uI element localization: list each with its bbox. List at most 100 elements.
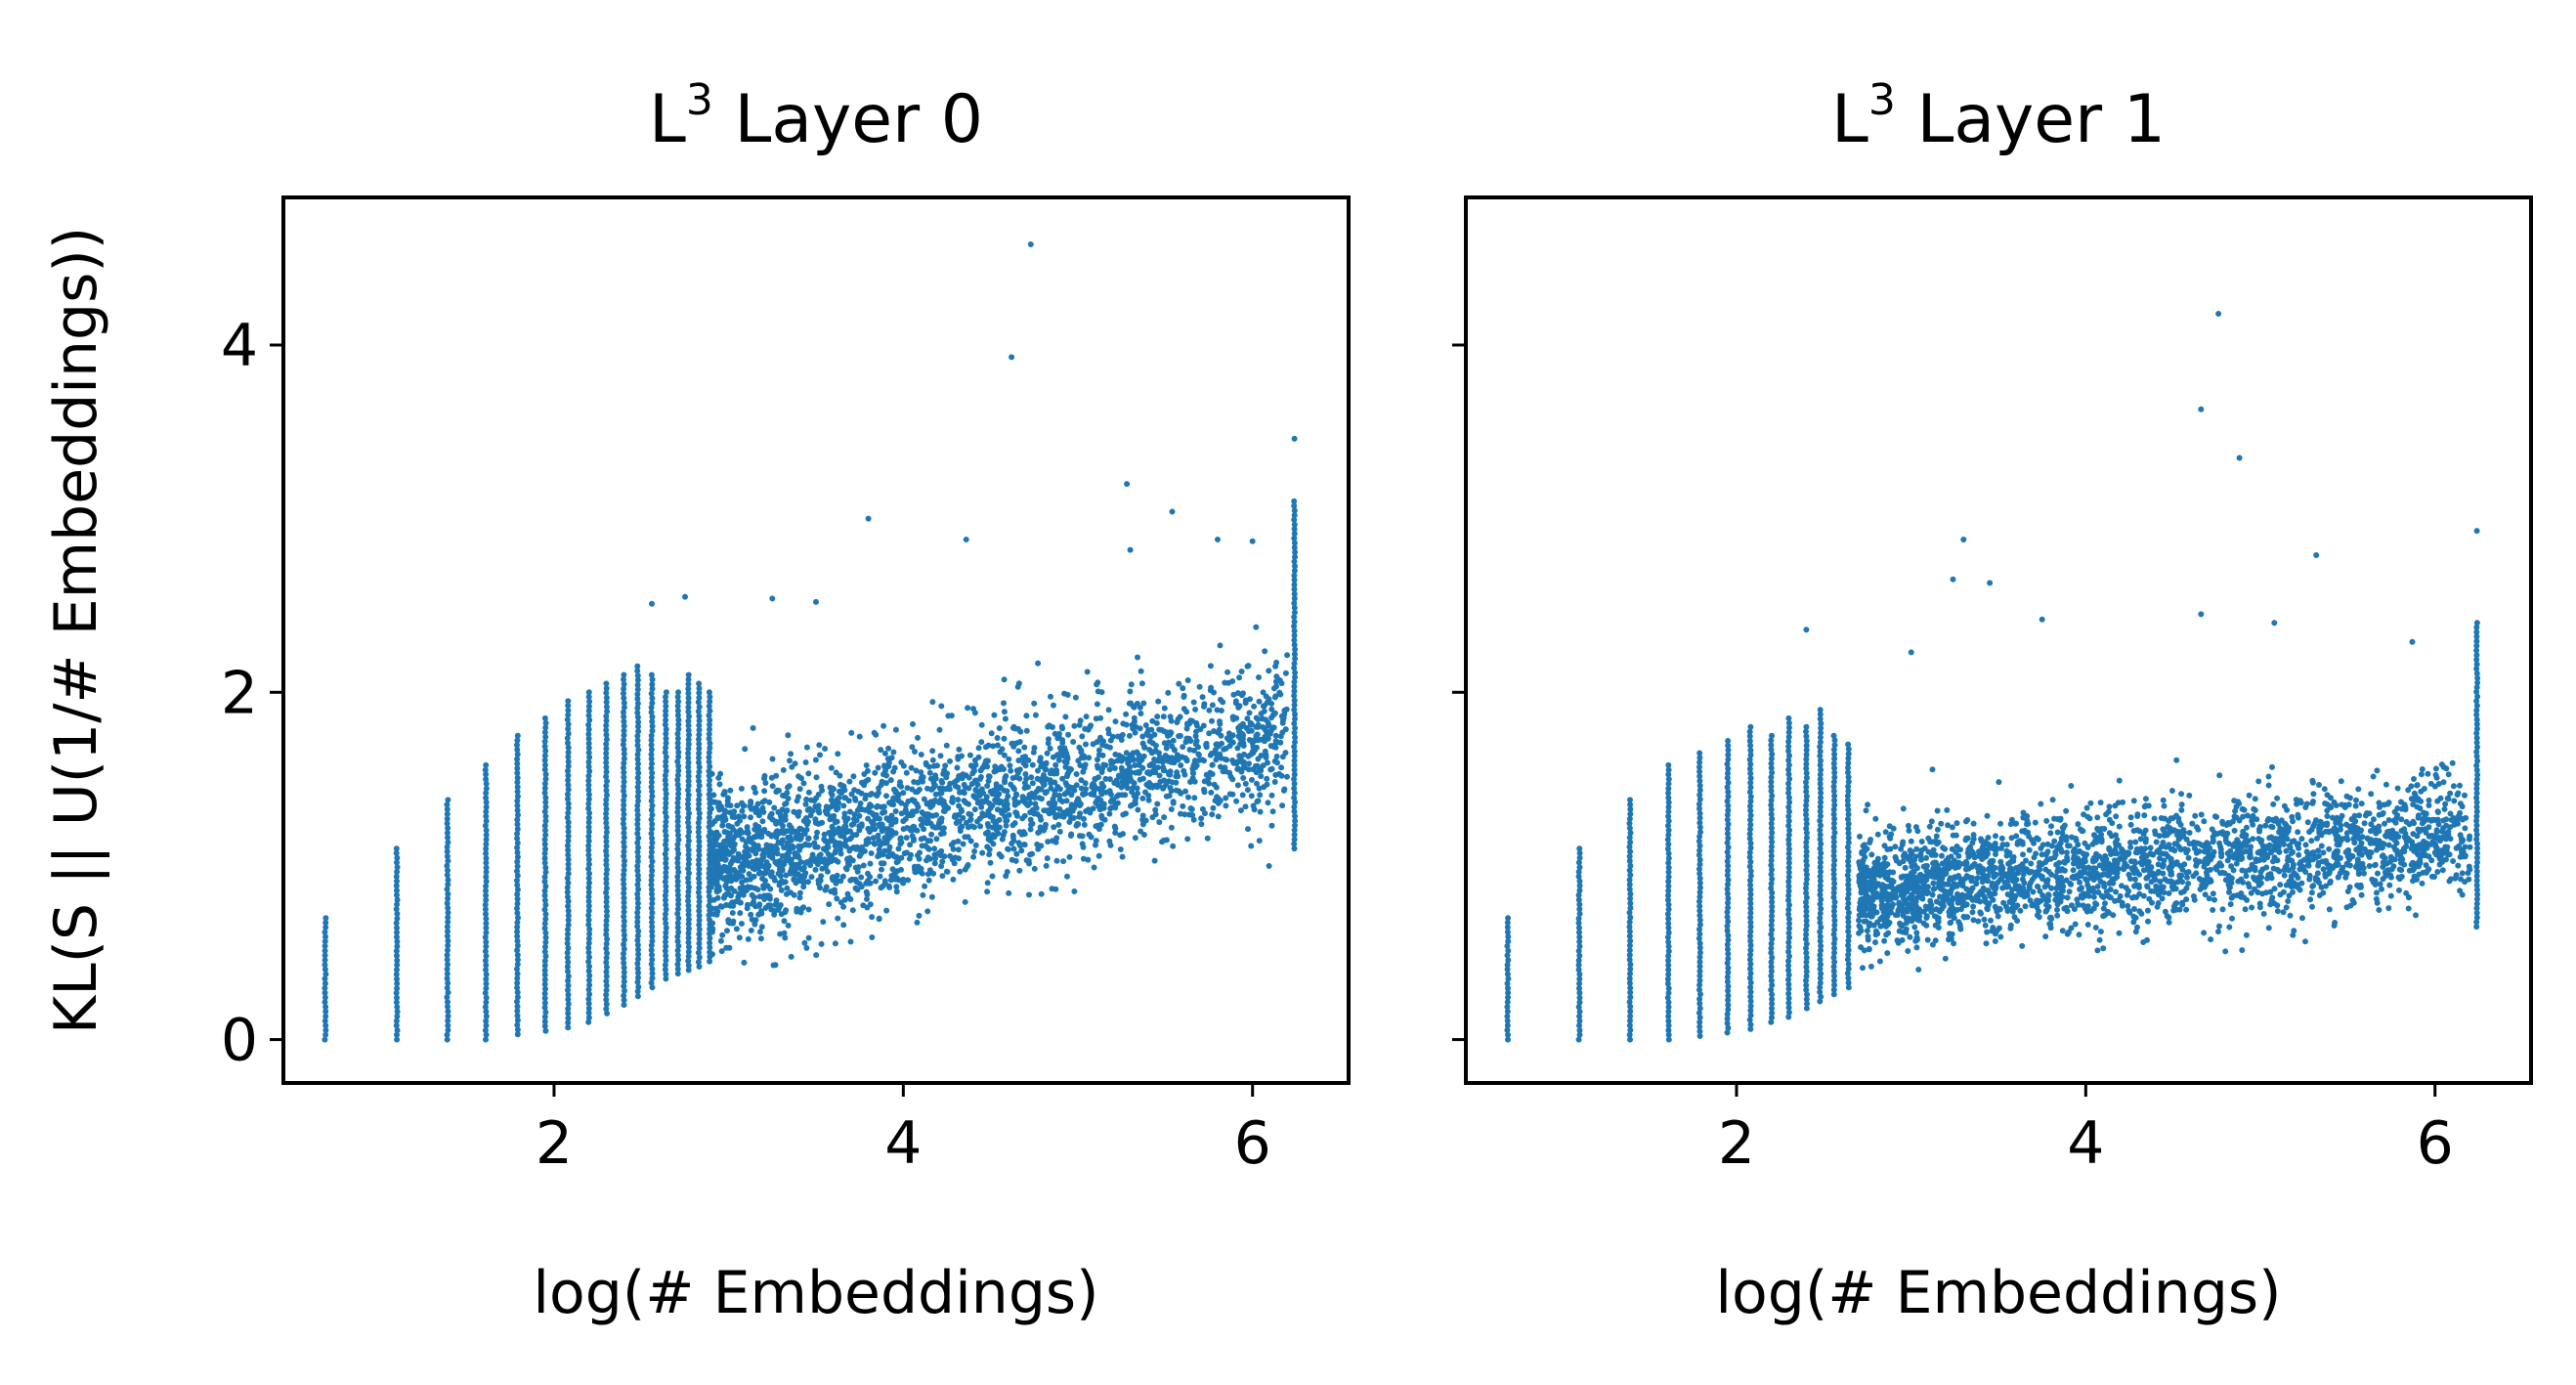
scatter-point: [1098, 689, 1105, 696]
scatter-point: [696, 954, 703, 961]
scatter-point: [1051, 824, 1057, 831]
scatter-point: [804, 806, 811, 813]
scatter-point: [1062, 714, 1069, 720]
scatter-point: [1055, 730, 1062, 737]
scatter-point: [968, 823, 975, 830]
scatter-point: [1151, 757, 1158, 763]
scatter-point: [1023, 727, 1030, 734]
scatter-point: [635, 770, 642, 777]
scatter-point: [2053, 906, 2060, 913]
scatter-point: [1242, 780, 1249, 787]
scatter-point: [1768, 774, 1775, 781]
scatter-point: [800, 780, 807, 787]
scatter-point: [1060, 858, 1067, 865]
scatter-point: [1045, 723, 1052, 730]
scatter-point: [1169, 743, 1176, 750]
scatter-point: [882, 767, 889, 774]
scatter-point: [942, 762, 949, 769]
scatter-point: [1831, 830, 1838, 837]
scatter-point: [685, 902, 692, 909]
scatter-point: [1028, 774, 1035, 781]
scatter-point: [565, 730, 572, 737]
scatter-point: [726, 944, 733, 951]
scatter-point: [1165, 689, 1172, 696]
scatter-point: [1167, 714, 1174, 720]
scatter-point: [663, 694, 669, 701]
scatter-point: [445, 979, 451, 986]
scatter-point: [542, 719, 549, 726]
scatter-point: [1005, 845, 1011, 852]
scatter-point: [1209, 761, 1216, 768]
scatter-point: [854, 887, 861, 893]
scatter-point: [1803, 899, 1810, 906]
scatter-point: [1725, 738, 1732, 745]
scatter-point: [870, 820, 877, 827]
scatter-point: [634, 672, 641, 679]
scatter-point: [1145, 792, 1152, 799]
scatter-point: [1063, 773, 1070, 780]
scatter-point: [483, 800, 490, 806]
scatter-point: [727, 787, 734, 794]
scatter-point: [826, 901, 833, 908]
scatter-point: [585, 833, 592, 840]
scatter-point: [686, 829, 693, 836]
scatter-point: [956, 746, 963, 753]
scatter-point: [883, 772, 890, 779]
scatter-point: [663, 832, 669, 839]
scatter-point: [1154, 784, 1161, 791]
scatter-point: [801, 939, 808, 946]
scatter-point: [1155, 698, 1162, 705]
scatter-point: [805, 770, 812, 777]
scatter-point: [916, 855, 923, 862]
scatter-point: [825, 844, 832, 850]
scatter-point: [932, 791, 939, 798]
scatter-point: [1576, 878, 1583, 885]
scatter-point: [1696, 926, 1703, 932]
scatter-point: [985, 829, 992, 836]
scatter-point: [907, 842, 914, 848]
scatter-point: [1291, 572, 1298, 579]
scatter-point: [1505, 957, 1512, 964]
scatter-point: [898, 759, 905, 766]
scatter-point: [956, 773, 963, 780]
scatter-point: [783, 872, 790, 879]
scatter-point: [1136, 769, 1142, 776]
scatter-point: [1168, 806, 1175, 813]
scatter-point: [927, 838, 934, 844]
scatter-point: [864, 895, 871, 902]
scatter-point: [1725, 853, 1732, 860]
scatter-point: [663, 869, 669, 876]
scatter-point: [786, 843, 793, 849]
scatter-point: [483, 953, 490, 960]
scatter-point: [1079, 833, 1086, 840]
scatter-point: [685, 875, 692, 882]
scatter-point: [1066, 853, 1073, 860]
scatter-point: [542, 771, 549, 778]
scatter-point: [863, 888, 870, 895]
scatter-point: [714, 814, 721, 821]
scatter-point: [924, 844, 931, 851]
scatter-point: [1818, 896, 1825, 903]
scatter-point: [1152, 742, 1159, 749]
scatter-point: [732, 855, 739, 862]
scatter-point: [869, 934, 876, 941]
scatter-point: [1209, 750, 1216, 757]
scatter-point: [1065, 731, 1072, 738]
scatter-point: [1845, 951, 1852, 958]
scatter-point: [1215, 729, 1222, 736]
scatter-point: [1050, 796, 1056, 802]
scatter-point: [1244, 715, 1251, 722]
scatter-point: [1209, 717, 1216, 724]
scatter-point: [818, 873, 825, 880]
scatter-point-outlier: [1027, 240, 1034, 247]
scatter-point: [1090, 741, 1096, 748]
scatter-point: [648, 914, 655, 921]
scatter-point: [932, 772, 939, 779]
scatter-point: [603, 1006, 610, 1013]
scatter-point: [445, 989, 451, 996]
scatter-point: [663, 818, 669, 825]
scatter-point: [1085, 856, 1092, 863]
scatter-point: [1626, 999, 1633, 1006]
scatter-point: [845, 861, 852, 868]
scatter-point: [1724, 840, 1731, 846]
